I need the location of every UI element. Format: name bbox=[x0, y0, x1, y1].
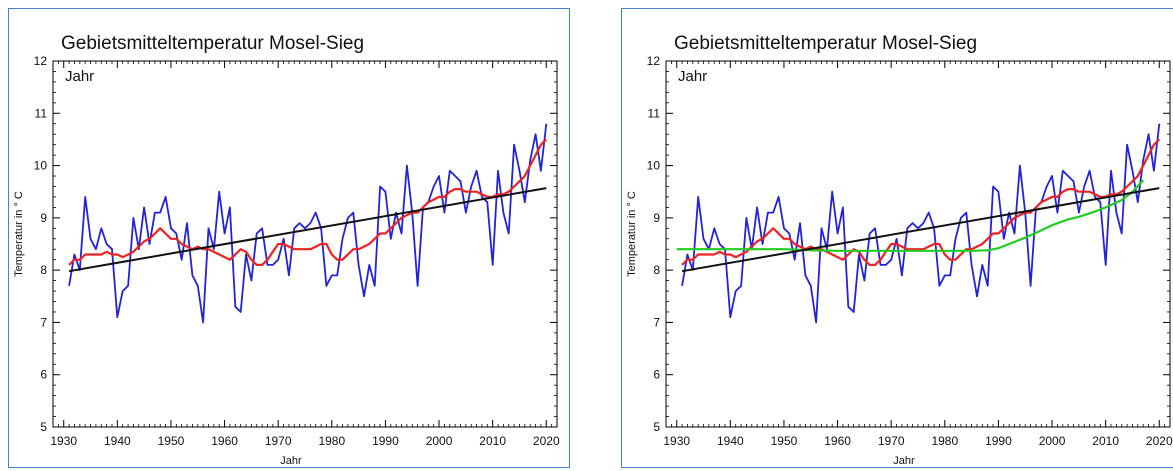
x-tick-label: 2000 bbox=[1039, 434, 1066, 448]
x-tick-label: 1940 bbox=[104, 434, 131, 448]
x-tick-label: 2020 bbox=[533, 434, 560, 448]
x-axis-label: Jahr bbox=[893, 455, 915, 467]
x-tick-label: 2000 bbox=[426, 434, 453, 448]
y-tick-label: 11 bbox=[648, 106, 661, 120]
temperature-chart-right: Gebietsmitteltemperatur Mosel-Sieg Jahr … bbox=[626, 33, 1173, 467]
series-line-2 bbox=[676, 179, 1145, 252]
series-line-1 bbox=[681, 138, 1161, 266]
x-tick-label: 1950 bbox=[771, 434, 798, 448]
x-tick-label: 1970 bbox=[265, 434, 292, 448]
x-axis-label: Jahr bbox=[280, 455, 302, 467]
series-line-3 bbox=[681, 187, 1160, 273]
y-tick-label: 8 bbox=[653, 263, 660, 277]
chart-corner-label: Jahr bbox=[678, 68, 707, 85]
x-tick-label: 1980 bbox=[931, 434, 958, 448]
series-line-0 bbox=[68, 123, 548, 324]
y-tick-label: 5 bbox=[40, 420, 47, 434]
x-tick-label: 1980 bbox=[318, 434, 345, 448]
x-tick-label: 2020 bbox=[1146, 434, 1173, 448]
chart-corner-label: Jahr bbox=[65, 68, 94, 85]
x-tick-label: 1960 bbox=[824, 434, 851, 448]
x-tick-label: 1960 bbox=[211, 434, 238, 448]
y-axis-label: Temperatur in ° C bbox=[13, 191, 25, 277]
x-tick-label: 1950 bbox=[158, 434, 185, 448]
y-tick-label: 5 bbox=[653, 420, 660, 434]
y-tick-label: 10 bbox=[647, 159, 661, 173]
x-tick-label: 1930 bbox=[663, 434, 690, 448]
chart-title: Gebietsmitteltemperatur Mosel-Sieg bbox=[674, 33, 977, 54]
y-tick-label: 7 bbox=[40, 315, 47, 329]
y-tick-label: 6 bbox=[40, 368, 47, 382]
x-tick-label: 2010 bbox=[479, 434, 506, 448]
y-tick-label: 12 bbox=[647, 54, 661, 68]
y-tick-label: 11 bbox=[35, 106, 48, 120]
x-tick-label: 1970 bbox=[878, 434, 905, 448]
y-tick-label: 10 bbox=[34, 159, 48, 173]
plot-frame bbox=[52, 60, 558, 428]
series-line-0 bbox=[681, 123, 1161, 324]
plot-frame bbox=[665, 60, 1171, 428]
series-line-1 bbox=[68, 138, 548, 266]
series-line-2 bbox=[68, 187, 547, 273]
y-tick-label: 9 bbox=[40, 211, 47, 225]
temperature-chart-left: Gebietsmitteltemperatur Mosel-Sieg Jahr … bbox=[13, 33, 560, 467]
y-tick-label: 8 bbox=[40, 263, 47, 277]
x-tick-label: 2010 bbox=[1092, 434, 1119, 448]
chart-panel-right: Gebietsmitteltemperatur Mosel-Sieg Jahr … bbox=[621, 8, 1173, 468]
y-tick-label: 9 bbox=[653, 211, 660, 225]
y-tick-label: 7 bbox=[653, 315, 660, 329]
x-tick-label: 1990 bbox=[372, 434, 399, 448]
chart-title: Gebietsmitteltemperatur Mosel-Sieg bbox=[61, 33, 364, 54]
y-tick-label: 12 bbox=[34, 54, 48, 68]
x-tick-label: 1930 bbox=[50, 434, 77, 448]
x-tick-label: 1990 bbox=[985, 434, 1012, 448]
y-axis-label: Temperatur in ° C bbox=[626, 191, 638, 277]
x-tick-label: 1940 bbox=[717, 434, 744, 448]
y-tick-label: 6 bbox=[653, 368, 660, 382]
chart-panel-left: Gebietsmitteltemperatur Mosel-Sieg Jahr … bbox=[8, 8, 570, 468]
